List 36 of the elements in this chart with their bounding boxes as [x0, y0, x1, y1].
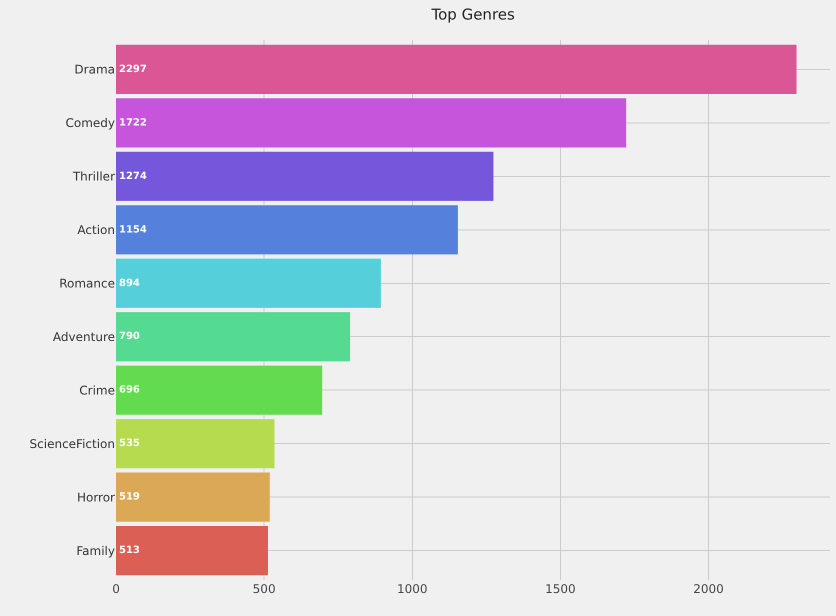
y-tick-label: Adventure	[52, 330, 115, 344]
data-label: 1722	[119, 117, 147, 128]
y-tick-label: Horror	[76, 490, 116, 504]
x-tick-label: 0	[112, 582, 120, 596]
bar	[116, 205, 458, 254]
bar	[116, 98, 626, 148]
y-tick-label: Thriller	[72, 170, 116, 184]
y-tick-label: Comedy	[65, 116, 115, 130]
data-label: 535	[119, 438, 140, 450]
bar	[116, 366, 322, 415]
y-tick-label: ScienceFiction	[30, 436, 115, 451]
data-label: 696	[119, 384, 140, 396]
data-label: 790	[119, 331, 140, 342]
y-tick-label: Action	[77, 223, 115, 237]
bar	[116, 419, 274, 468]
data-label: 894	[119, 278, 140, 289]
chart-title: Top Genres	[430, 6, 516, 24]
y-tick-label: Romance	[59, 276, 115, 290]
bar	[116, 258, 381, 308]
y-tick-label: Crime	[79, 383, 115, 398]
bar	[116, 152, 494, 201]
x-tick-label: 1000	[396, 582, 428, 596]
bar	[116, 312, 350, 362]
x-tick-label: 2000	[693, 582, 724, 596]
bar	[116, 472, 270, 522]
x-tick-label: 1500	[545, 582, 576, 596]
data-label: 519	[119, 492, 140, 503]
y-tick-label: Family	[76, 544, 115, 558]
data-label: 1274	[119, 170, 147, 182]
bar	[116, 526, 268, 576]
bar	[116, 44, 797, 94]
data-label: 513	[119, 545, 140, 556]
data-label: 1154	[119, 224, 147, 236]
y-tick-label: Drama	[74, 62, 115, 77]
data-label: 2297	[119, 64, 147, 75]
x-tick-label: 500	[252, 582, 276, 596]
